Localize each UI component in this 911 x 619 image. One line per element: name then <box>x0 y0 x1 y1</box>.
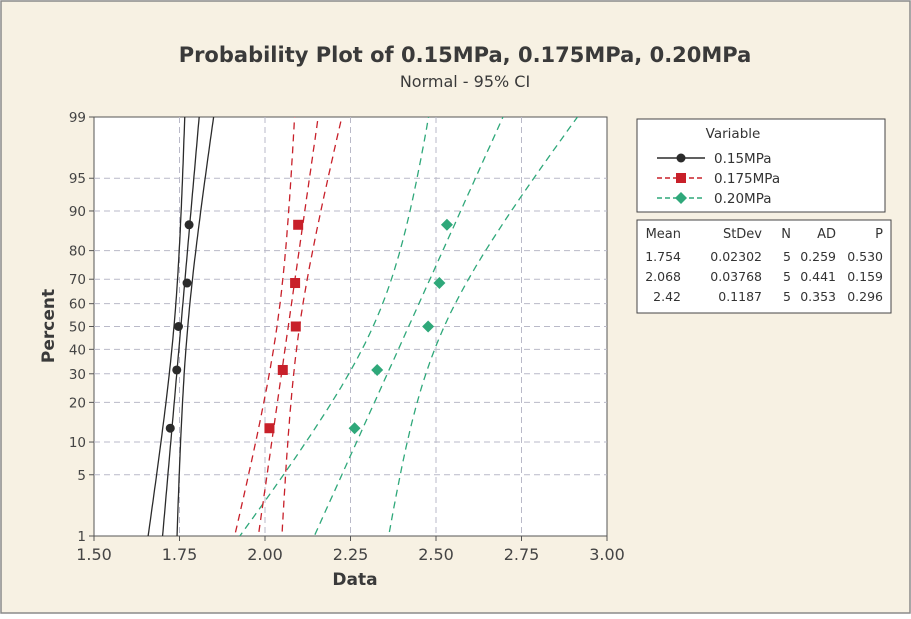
x-tick-label: 2.50 <box>418 545 454 564</box>
stats-value-cell: 0.441 <box>800 269 836 284</box>
data-point <box>290 278 301 289</box>
chart-title: Probability Plot of 0.15MPa, 0.175MPa, 0… <box>179 43 752 67</box>
y-tick-label: 80 <box>69 244 86 260</box>
y-tick-label: 1 <box>77 529 86 545</box>
legend-marker <box>676 173 686 183</box>
y-tick-label: 40 <box>69 342 86 358</box>
y-axis-label: Percent <box>39 289 59 363</box>
y-tick-label: 5 <box>77 468 86 484</box>
data-point <box>182 278 192 288</box>
y-tick-label: 30 <box>69 367 86 383</box>
stats-value-cell: 5 <box>783 269 791 284</box>
stats-value-cell: 0.259 <box>800 249 836 264</box>
data-point <box>172 365 182 375</box>
stats-table-box <box>636 219 892 314</box>
x-axis-ticks: 1.50 1.75 2.00 2.25 2.50 2.75 3.00 <box>76 536 625 564</box>
data-points <box>165 218 453 435</box>
x-tick-label: 2.75 <box>504 545 540 564</box>
stats-value-cell: 0.530 <box>847 249 883 264</box>
data-point <box>184 220 194 230</box>
x-tick-label: 3.00 <box>589 545 625 564</box>
x-tick-label: 1.50 <box>76 545 112 564</box>
stats-value-cell: 0.353 <box>800 289 836 304</box>
y-tick-label: 60 <box>69 297 86 313</box>
data-point <box>277 364 288 375</box>
y-tick-label: 50 <box>69 320 86 336</box>
chart-subtitle: Normal - 95% CI <box>400 72 530 91</box>
stats-header-cell: Mean <box>646 227 681 242</box>
y-tick-label: 10 <box>69 435 86 451</box>
legend-marker <box>675 192 687 204</box>
stats-header-cell: N <box>781 227 791 242</box>
legend: Variable 0.15MPa 0.175MPa 0.20MPa <box>636 118 886 213</box>
data-point <box>348 422 361 435</box>
data-point <box>293 219 304 230</box>
x-tick-label: 2.25 <box>333 545 369 564</box>
data-point <box>371 363 384 376</box>
stats-value-cell: 5 <box>783 289 791 304</box>
ci-upper-bound <box>388 117 579 536</box>
stats-header-cell: P <box>875 227 883 242</box>
data-point <box>165 423 175 433</box>
x-tick-label: 2.00 <box>247 545 283 564</box>
stats-value-cell: 5 <box>783 249 791 264</box>
legend-label: 0.20MPa <box>714 191 772 207</box>
legend-label: 0.15MPa <box>714 151 772 167</box>
stats-header-cell: AD <box>817 227 836 242</box>
stats-header-cell: StDev <box>723 227 762 242</box>
ci-upper-bound <box>176 117 215 536</box>
x-tick-label: 1.75 <box>162 545 198 564</box>
fit-line <box>313 117 504 536</box>
legend-label: 0.175MPa <box>714 171 780 187</box>
stats-value-cell: 0.296 <box>847 289 883 304</box>
y-tick-label: 20 <box>69 395 86 411</box>
data-point <box>433 277 446 290</box>
data-point <box>290 321 301 332</box>
y-axis-ticks: 1 5 10 20 30 40 50 60 70 80 90 95 99 <box>69 110 94 545</box>
stats-value-cell: 2.42 <box>653 289 681 304</box>
ci-lower-bound <box>234 117 296 536</box>
stats-table: Mean StDev N AD P 1.754 0.02302 5 0.259 0.530 2.06… <box>636 219 892 314</box>
legend-title: Variable <box>706 126 761 142</box>
y-tick-label: 95 <box>69 171 86 187</box>
data-point <box>264 423 275 434</box>
fit-line <box>257 117 319 536</box>
stats-value-cell: 0.1187 <box>718 289 762 304</box>
stats-value-cell: 0.159 <box>847 269 883 284</box>
data-point <box>440 218 453 231</box>
x-axis-label: Data <box>332 570 377 590</box>
stats-value-cell: 0.03768 <box>710 269 762 284</box>
y-tick-label: 90 <box>69 204 86 220</box>
legend-marker <box>676 153 686 163</box>
legend-items: 0.15MPa 0.175MPa 0.20MPa <box>657 151 780 207</box>
data-point <box>173 322 183 331</box>
y-tick-label: 99 <box>69 110 86 126</box>
stats-value-cell: 1.754 <box>645 249 681 264</box>
stats-value-cell: 2.068 <box>645 269 681 284</box>
data-point <box>422 320 435 333</box>
stats-value-cell: 0.02302 <box>710 249 762 264</box>
stats-table-cells: Mean StDev N AD P 1.754 0.02302 5 0.259 0.530 2.06… <box>645 227 883 304</box>
ci-lower-bound <box>239 117 430 536</box>
y-tick-label: 70 <box>69 272 86 288</box>
